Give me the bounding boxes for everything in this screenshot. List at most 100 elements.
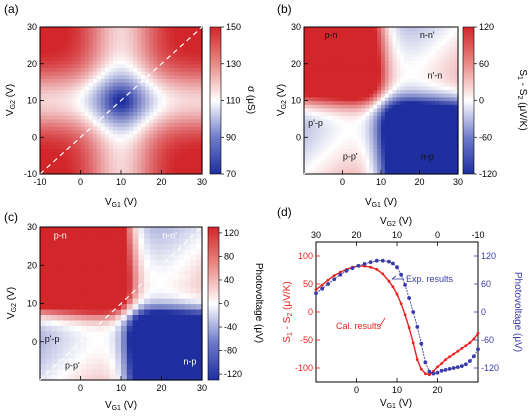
heatmap-cell (450, 78, 455, 83)
heatmap-cell (133, 49, 138, 54)
heatmap-cell (84, 74, 90, 80)
heatmap-cell (125, 89, 130, 94)
heatmap-cell (84, 63, 90, 69)
heatmap-cell (86, 308, 93, 316)
heatmap-cell (338, 137, 344, 142)
heatmap-cell (68, 170, 73, 175)
heatmap-cell (132, 374, 139, 381)
heatmap-cell (157, 122, 163, 127)
heatmap-cell (373, 115, 378, 120)
heatmap-cell (438, 133, 444, 138)
heatmap-cell (40, 85, 45, 91)
heatmap-cell (196, 325, 203, 332)
heatmap-cell (56, 34, 61, 39)
heatmap-cell (149, 319, 157, 326)
heatmap-cell (51, 358, 58, 365)
heatmap-cell (415, 34, 421, 39)
heatmap-cell (149, 133, 154, 138)
heatmap-cell (80, 41, 86, 46)
heatmap-cell (311, 60, 317, 65)
heatmap-cell (319, 38, 324, 43)
heatmap-cell (350, 52, 355, 57)
heatmap-cell (161, 151, 167, 157)
heatmap-cell (137, 71, 142, 76)
heatmap-cell (52, 100, 57, 105)
heatmap-cell (190, 276, 197, 283)
heatmap-cell (60, 27, 65, 32)
heatmap-cell (334, 166, 340, 171)
heatmap-cell (68, 140, 73, 146)
heatmap-cell (84, 137, 90, 142)
heatmap-cell (125, 140, 130, 146)
heatmap-cell (338, 89, 344, 94)
heatmap-cell (323, 115, 328, 120)
heatmap-cell (419, 122, 424, 127)
heatmap-cell (84, 56, 90, 61)
heatmap-cell (400, 30, 405, 35)
heatmap-cell (184, 374, 192, 381)
heatmap-cell (185, 133, 191, 138)
heatmap-cell (109, 292, 116, 299)
heatmap-cell (161, 56, 167, 61)
heatmap-cell (112, 30, 118, 35)
heatmap-cell (384, 96, 390, 102)
heatmap-cell (72, 78, 78, 83)
heatmap-cell (434, 34, 440, 39)
heatmap-cell (185, 107, 191, 113)
heatmap-cell (365, 27, 371, 32)
heatmap-cell (400, 67, 405, 72)
heatmap-cell (125, 30, 130, 35)
heatmap-cell (350, 140, 355, 146)
heatmap-cell (112, 71, 118, 76)
heatmap-cell (304, 162, 309, 168)
heatmap-cell (115, 265, 122, 272)
heatmap-cell (319, 30, 324, 35)
heatmap-cell (411, 166, 417, 171)
heatmap-cell (72, 107, 78, 113)
heatmap-cell (311, 118, 317, 124)
heatmap-cell (76, 78, 82, 83)
heatmap-cell (315, 133, 320, 138)
heatmap-cell (411, 100, 417, 105)
heatmap-cell (438, 100, 444, 105)
heatmap-cell (92, 363, 99, 370)
heatmap-cell (92, 170, 98, 175)
heatmap-cell (178, 363, 186, 370)
heatmap-cell (304, 30, 309, 35)
data-point-exp (374, 258, 379, 263)
heatmap-cell (304, 115, 309, 120)
heatmap-cell (327, 170, 332, 175)
heatmap-cell (72, 71, 78, 76)
heatmap-cell (431, 34, 436, 39)
heatmap-cell (377, 63, 382, 69)
heatmap-cell (384, 133, 390, 138)
heatmap-cell (40, 100, 45, 105)
heatmap-cell (193, 71, 199, 76)
heatmap-cell (396, 49, 401, 54)
heatmap-cell (86, 276, 93, 283)
heatmap-cell (411, 82, 417, 87)
heatmap-cell (334, 60, 340, 65)
heatmap-cell (132, 363, 139, 370)
heatmap-cell (137, 133, 142, 138)
heatmap-cell (48, 140, 53, 146)
heatmap-cell (400, 126, 405, 131)
panel-c-y-tick-label: 0 (32, 337, 37, 347)
heatmap-cell (365, 122, 371, 127)
heatmap-cell (431, 162, 436, 168)
heatmap-cell (442, 93, 448, 98)
heatmap-cell (431, 104, 436, 109)
heatmap-cell (369, 115, 374, 120)
heatmap-cell (88, 67, 94, 72)
panel-b-cbar-tick-label: 120 (479, 22, 494, 32)
heatmap-cell (392, 27, 397, 32)
heatmap-cell (112, 122, 118, 127)
heatmap-cell (149, 151, 154, 157)
heatmap-cell (141, 104, 146, 109)
heatmap-cell (153, 100, 159, 105)
heatmap-cell (115, 314, 122, 321)
heatmap-cell (419, 89, 424, 94)
heatmap-cell (109, 341, 116, 348)
heatmap-cell (373, 104, 378, 109)
heatmap-cell (450, 93, 455, 98)
